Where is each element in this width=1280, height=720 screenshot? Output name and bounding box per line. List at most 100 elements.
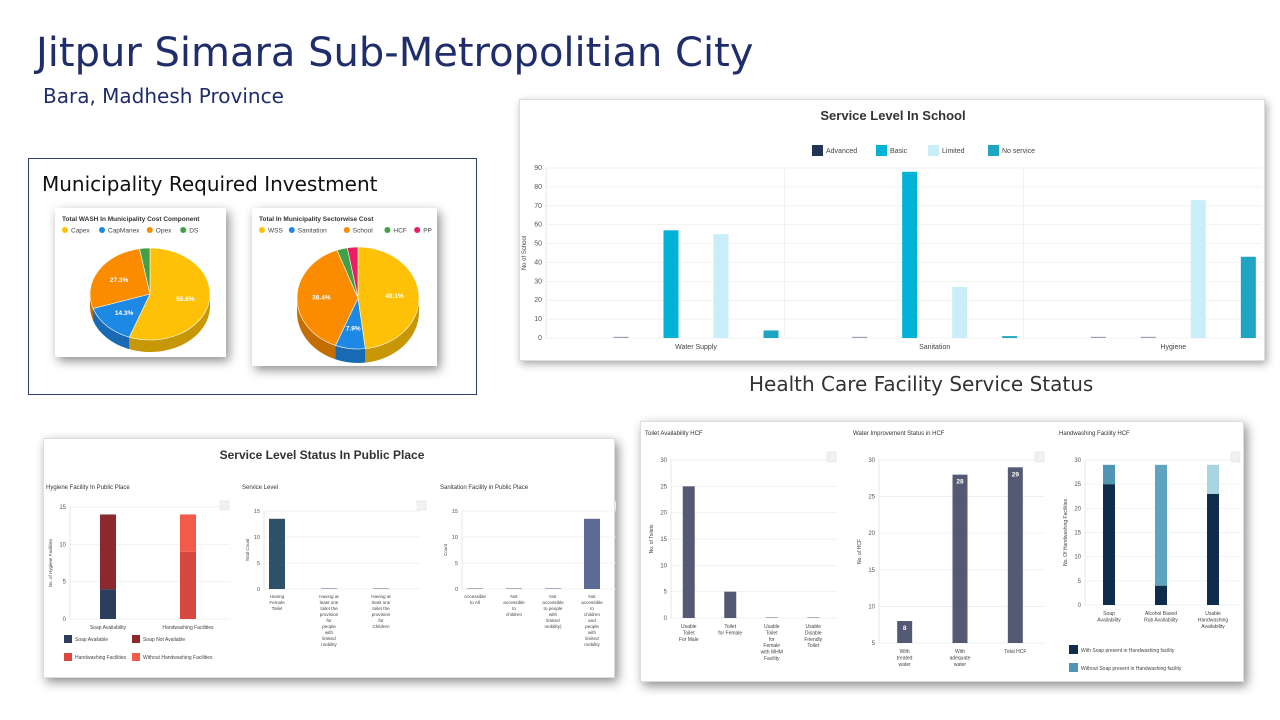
x-tick-label: Having at bbox=[371, 594, 391, 599]
bar bbox=[724, 591, 737, 618]
bar bbox=[373, 588, 389, 589]
x-tick-label: Usable bbox=[805, 624, 821, 630]
x-tick-label: accessible bbox=[503, 600, 525, 605]
chart-title: Water Improvement Status in HCF bbox=[853, 431, 945, 437]
bar bbox=[1207, 493, 1219, 605]
x-tick-label: least one bbox=[372, 600, 391, 605]
legend-swatch bbox=[99, 227, 105, 233]
panel-title: Service Level Status In Public Place bbox=[220, 448, 425, 462]
legend-swatch bbox=[132, 635, 140, 643]
sectorwise-cost-pie-card: Total In Municipality Sectorwise Cost WSS… bbox=[252, 208, 437, 366]
x-tick-label: Usable bbox=[1205, 611, 1221, 617]
x-tick-label: Total HCF bbox=[1004, 649, 1026, 655]
legend-swatch bbox=[812, 145, 823, 156]
hcf-card: Toilet Availability HCF 0 5 10 15 20 25 30 No. o… bbox=[640, 421, 1244, 682]
pie-slice bbox=[89, 248, 151, 309]
x-tick-label: Toilet bbox=[272, 606, 283, 611]
x-tick-label: for bbox=[378, 618, 384, 623]
y-tick-label: 30 bbox=[534, 278, 542, 285]
pie-value-label: 27.3% bbox=[110, 277, 129, 284]
x-tick-label: Not bbox=[510, 594, 518, 599]
chart-title: Handwashing Facility HCF bbox=[1059, 431, 1130, 437]
x-tick-label: provision bbox=[372, 612, 391, 617]
x-tick-label: Sanitation bbox=[919, 344, 950, 351]
x-tick-label: Disable bbox=[805, 630, 822, 636]
chart-menu-icon bbox=[614, 500, 625, 511]
y-tick-label: 0 bbox=[664, 616, 668, 622]
x-tick-label: With bbox=[955, 649, 965, 655]
chart-title: Service Level bbox=[242, 485, 278, 491]
pie-title: Total WASH In Municipality Cost Componen… bbox=[62, 216, 200, 223]
x-tick-label: Handwashing Facilities bbox=[162, 625, 214, 631]
bar bbox=[269, 518, 285, 589]
legend-swatch bbox=[180, 227, 187, 233]
x-tick-label: with bbox=[588, 630, 597, 635]
legend-label: Handwashing Facilities bbox=[75, 655, 127, 661]
legend-label: Soap Available bbox=[75, 637, 108, 643]
data-label: 29 bbox=[1012, 471, 1020, 478]
x-tick-label: mobility) bbox=[544, 624, 562, 629]
x-tick-label: Toilet bbox=[766, 630, 778, 636]
pie-slice-side bbox=[129, 294, 211, 352]
bar bbox=[765, 617, 778, 618]
y-tick-label: 10 bbox=[534, 316, 542, 323]
x-tick-label: water bbox=[899, 662, 912, 668]
y-tick-label: 10 bbox=[1074, 555, 1081, 561]
page-subtitle: Bara, Madhesh Province bbox=[43, 84, 284, 108]
x-tick-label: for bbox=[326, 618, 332, 623]
bar bbox=[682, 486, 695, 618]
y-tick-label: 80 bbox=[534, 184, 542, 191]
x-tick-label: Toilet bbox=[807, 643, 819, 649]
y-tick-label: 5 bbox=[455, 561, 458, 567]
pie-value-label: 48.1% bbox=[385, 293, 404, 300]
x-tick-label: limited bbox=[322, 636, 336, 641]
bar bbox=[1103, 484, 1115, 605]
legend-label: Without Soap present in Handwashing faci… bbox=[1081, 666, 1182, 672]
x-tick-label: toilet the bbox=[320, 606, 338, 611]
bar bbox=[1207, 464, 1219, 494]
bar bbox=[763, 330, 779, 338]
x-tick-label: Rub Availability bbox=[1144, 617, 1178, 623]
y-tick-label: 25 bbox=[1074, 482, 1081, 488]
y-tick-label: 0 bbox=[538, 335, 542, 342]
legend-label: Limited bbox=[942, 148, 965, 155]
y-tick-label: 15 bbox=[660, 537, 667, 543]
bar bbox=[1002, 336, 1018, 338]
x-tick-label: toilet the bbox=[372, 606, 390, 611]
legend-swatch bbox=[62, 227, 68, 233]
pie-slice-side bbox=[90, 294, 94, 321]
y-tick-label: 20 bbox=[868, 531, 875, 537]
x-tick-label: to All bbox=[470, 600, 480, 605]
x-tick-label: Hygiene bbox=[1160, 344, 1186, 351]
legend-swatch bbox=[64, 653, 72, 661]
pie-slice bbox=[357, 246, 420, 349]
pie-title: Total In Municipality Sectorwise Cost bbox=[259, 216, 374, 223]
legend-swatch bbox=[343, 227, 350, 233]
y-axis-label: No. of Toilets bbox=[649, 524, 655, 553]
hcf-charts: Toilet Availability HCF 0 5 10 15 20 25 30 No. o… bbox=[645, 431, 1241, 672]
legend-label: Sanitation bbox=[298, 228, 327, 235]
x-tick-label: people bbox=[322, 624, 336, 629]
x-tick-label: with bbox=[549, 612, 558, 617]
x-tick-label: with MHM bbox=[761, 650, 783, 656]
y-tick-label: 15 bbox=[254, 509, 260, 515]
x-tick-label: for Female bbox=[718, 630, 742, 636]
y-tick-label: 50 bbox=[534, 241, 542, 248]
chart-menu-icon bbox=[1230, 451, 1241, 463]
y-tick-label: 90 bbox=[534, 165, 542, 172]
legend-label: WSS bbox=[268, 228, 283, 235]
bar bbox=[852, 336, 868, 338]
bar bbox=[1140, 336, 1156, 338]
legend-label: With Soap present in Handwashing facilit… bbox=[1081, 648, 1175, 654]
x-tick-label: Not bbox=[549, 594, 557, 599]
y-tick-label: 5 bbox=[257, 561, 260, 567]
public-place-card: Service Level Status In Public Place Hygi… bbox=[43, 438, 625, 678]
x-tick-label: adequate bbox=[950, 655, 971, 661]
y-tick-label: 5 bbox=[664, 590, 668, 596]
x-tick-label: Availability bbox=[1097, 617, 1121, 623]
y-tick-label: 5 bbox=[1078, 579, 1082, 585]
bar bbox=[1155, 585, 1167, 605]
pie-value-label: 38.4% bbox=[312, 295, 331, 302]
legend-swatch bbox=[414, 227, 421, 233]
bar bbox=[180, 514, 196, 552]
